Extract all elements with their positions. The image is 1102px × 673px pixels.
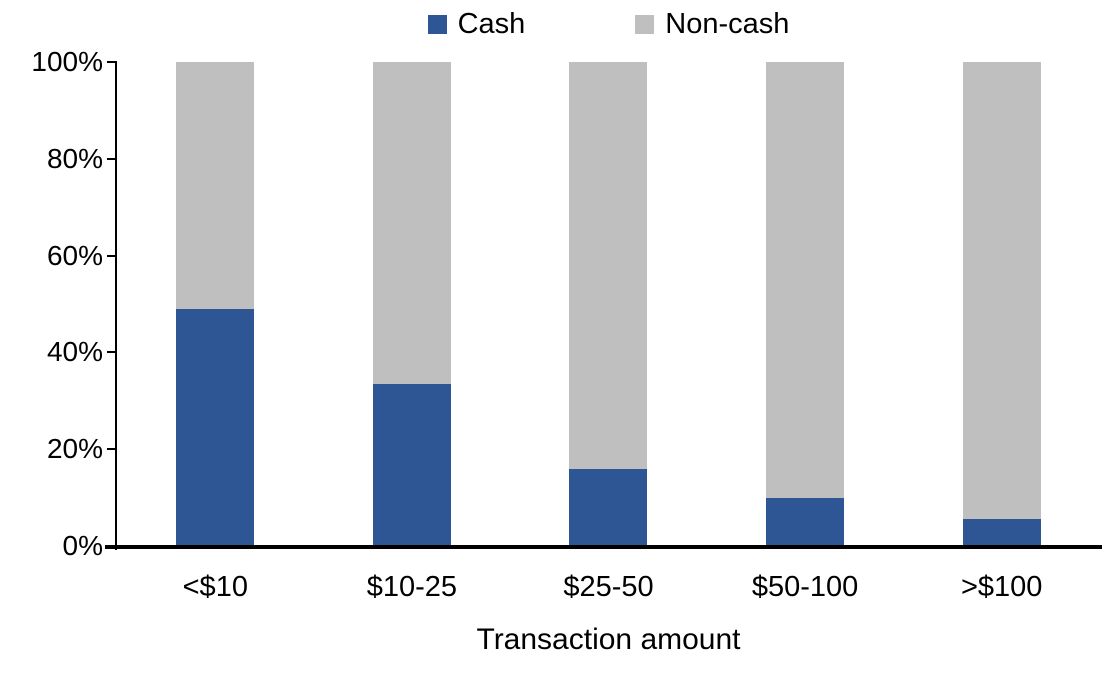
bar-slot: [117, 62, 314, 546]
y-tick-mark: [107, 448, 117, 451]
bar-stack: [766, 62, 845, 546]
legend-swatch-noncash-icon: [635, 14, 655, 34]
legend-swatch-cash-icon: [427, 14, 447, 34]
y-tick-mark: [107, 157, 117, 160]
bar-groups: [117, 62, 1100, 546]
legend: Cash Non-cash: [117, 8, 1100, 40]
legend-label-cash: Cash: [457, 8, 526, 40]
bar-segment-cash: [176, 308, 255, 546]
bar-segment-noncash: [569, 62, 648, 469]
x-tick-label: $25-50: [563, 571, 654, 603]
plot-area: [107, 61, 1100, 547]
bar-segment-cash: [766, 497, 845, 546]
y-tick-label: 0%: [62, 530, 103, 561]
bar-segment-cash: [372, 383, 451, 546]
y-axis-line: [115, 62, 117, 550]
y-tick-mark: [107, 61, 117, 63]
y-tick-label: 100%: [31, 46, 103, 77]
legend-label-noncash: Non-cash: [665, 8, 790, 40]
bar-stack: [962, 62, 1041, 546]
x-tick-label: <$10: [182, 571, 248, 603]
bar-slot: [510, 62, 707, 546]
y-tick-label: 40%: [46, 336, 103, 368]
bar-segment-noncash: [372, 62, 451, 384]
legend-item-noncash: Non-cash: [635, 8, 789, 40]
bar-slot: [903, 62, 1100, 546]
bar-slot: [314, 62, 511, 546]
y-axis-labels: 0% 20% 40% 60% 80% 100%: [0, 48, 103, 560]
bar-slot: [707, 62, 904, 546]
x-tick-label: >$100: [960, 571, 1043, 603]
x-axis-title: Transaction amount: [476, 623, 741, 656]
legend-item-cash: Cash: [427, 8, 526, 40]
y-tick-mark: [107, 351, 117, 354]
x-tick-label: $50-100: [751, 571, 859, 603]
bar-stack: [372, 62, 451, 546]
bar-segment-noncash: [962, 62, 1041, 520]
bar-segment-noncash: [176, 62, 255, 309]
x-axis-labels: <$10 $10-25 $25-50 $50-100 >$100: [117, 570, 1100, 604]
x-axis-line: [105, 545, 1102, 549]
x-tick-label: $10-25: [366, 571, 458, 603]
bar-segment-cash: [962, 519, 1041, 546]
bar-stack: [569, 62, 648, 546]
y-tick-label: 80%: [46, 142, 103, 174]
y-tick-label: 20%: [46, 433, 103, 465]
y-tick-mark: [107, 254, 117, 257]
bar-segment-cash: [569, 468, 648, 546]
bar-stack: [176, 62, 255, 546]
y-tick-label: 60%: [46, 239, 103, 271]
bar-segment-noncash: [766, 62, 845, 498]
